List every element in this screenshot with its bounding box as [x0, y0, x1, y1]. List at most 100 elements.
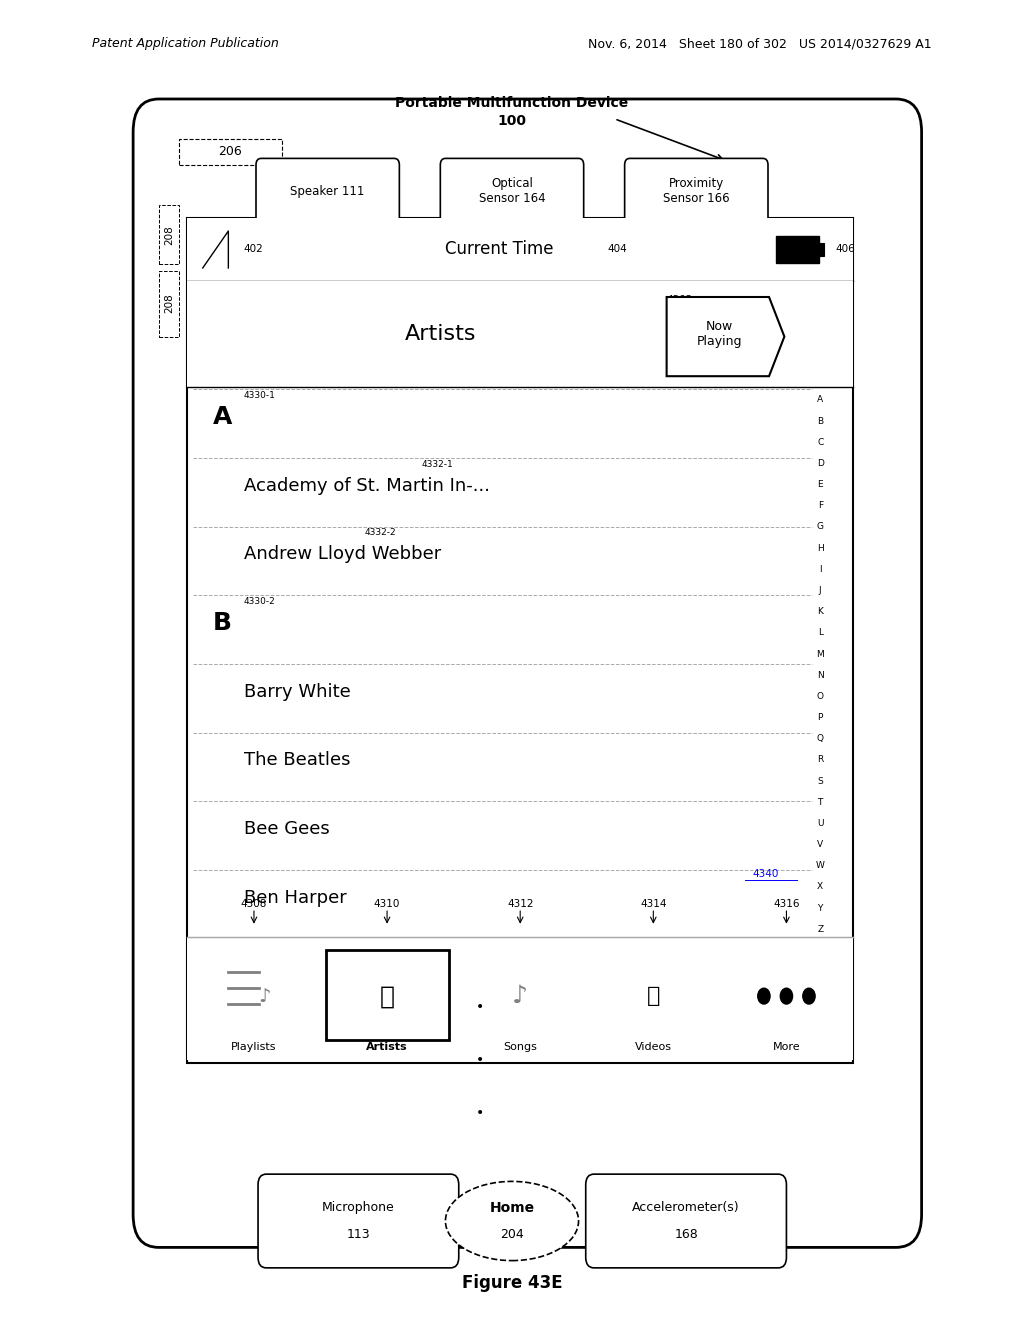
Text: Academy of St. Martin In-...: Academy of St. Martin In-... — [244, 477, 489, 495]
Text: The Beatles: The Beatles — [244, 751, 350, 770]
Text: Accelerometer(s): Accelerometer(s) — [632, 1201, 740, 1214]
Text: 4340: 4340 — [753, 869, 779, 879]
Text: Y: Y — [817, 904, 823, 912]
Text: H: H — [817, 544, 823, 553]
Text: Current Time: Current Time — [445, 240, 554, 259]
Text: R: R — [817, 755, 823, 764]
Text: B: B — [817, 417, 823, 425]
Text: Q: Q — [817, 734, 823, 743]
Text: 👤: 👤 — [380, 985, 394, 1008]
Text: E: E — [817, 480, 823, 490]
Text: Andrew Lloyd Webber: Andrew Lloyd Webber — [244, 545, 441, 564]
Text: S: S — [817, 776, 823, 785]
Text: 4310: 4310 — [374, 899, 400, 909]
FancyBboxPatch shape — [258, 1175, 459, 1267]
Text: O: O — [817, 692, 823, 701]
Text: K: K — [817, 607, 823, 616]
Text: Ben Harper: Ben Harper — [244, 888, 346, 907]
Text: V: V — [817, 840, 823, 849]
Text: Songs: Songs — [503, 1041, 538, 1052]
Text: More: More — [773, 1041, 800, 1052]
Circle shape — [758, 989, 770, 1005]
Text: 📺: 📺 — [646, 986, 660, 1006]
Circle shape — [780, 989, 793, 1005]
Text: 4332-1: 4332-1 — [422, 459, 454, 469]
Text: 4312: 4312 — [507, 899, 534, 909]
Text: D: D — [817, 459, 823, 469]
Bar — [326, 950, 449, 1040]
Text: I: I — [819, 565, 821, 574]
Text: 208: 208 — [164, 294, 174, 313]
Text: Home: Home — [489, 1201, 535, 1214]
Bar — [159, 205, 179, 264]
Text: 4330-1: 4330-1 — [244, 391, 275, 400]
Circle shape — [803, 989, 815, 1005]
Text: 4316: 4316 — [773, 899, 800, 909]
Bar — [187, 218, 853, 1063]
Text: J: J — [819, 586, 821, 595]
Text: ♪: ♪ — [512, 985, 528, 1008]
Text: Figure 43E: Figure 43E — [462, 1274, 562, 1292]
Text: Microphone: Microphone — [322, 1201, 395, 1214]
Text: 4314: 4314 — [640, 899, 667, 909]
Text: 4308: 4308 — [241, 899, 267, 909]
Text: 404: 404 — [607, 244, 627, 255]
Text: 206: 206 — [218, 145, 243, 158]
Text: C: C — [817, 438, 823, 446]
FancyBboxPatch shape — [625, 158, 768, 224]
FancyBboxPatch shape — [256, 158, 399, 224]
Text: B: B — [213, 611, 232, 635]
Text: •: • — [476, 1001, 484, 1014]
Text: Portable Multifunction Device: Portable Multifunction Device — [395, 96, 629, 110]
Text: Videos: Videos — [635, 1041, 672, 1052]
Text: 100: 100 — [498, 115, 526, 128]
Text: Patent Application Publication: Patent Application Publication — [92, 37, 279, 50]
Text: Bee Gees: Bee Gees — [244, 820, 330, 838]
Text: Speaker 111: Speaker 111 — [291, 185, 365, 198]
Bar — [179, 139, 282, 165]
Text: Nov. 6, 2014   Sheet 180 of 302   US 2014/0327629 A1: Nov. 6, 2014 Sheet 180 of 302 US 2014/03… — [588, 37, 932, 50]
Text: 204: 204 — [500, 1228, 524, 1241]
Text: Optical
Sensor 164: Optical Sensor 164 — [478, 177, 546, 206]
FancyBboxPatch shape — [440, 158, 584, 224]
Text: •: • — [476, 1053, 484, 1067]
FancyBboxPatch shape — [133, 99, 922, 1247]
Text: N: N — [817, 671, 823, 680]
Bar — [159, 271, 179, 337]
Text: G: G — [817, 523, 823, 532]
Bar — [776, 236, 819, 263]
Text: 402: 402 — [244, 244, 263, 255]
Bar — [819, 243, 824, 256]
Polygon shape — [667, 297, 784, 376]
Text: M: M — [816, 649, 824, 659]
Bar — [187, 281, 853, 387]
Text: F: F — [817, 502, 823, 511]
Text: 406: 406 — [836, 244, 855, 255]
Text: Playlists: Playlists — [231, 1041, 276, 1052]
Text: W: W — [816, 861, 824, 870]
Text: 4302: 4302 — [667, 296, 693, 305]
Text: 208: 208 — [164, 226, 174, 244]
Text: P: P — [817, 713, 823, 722]
Text: Z: Z — [817, 925, 823, 933]
Text: X: X — [817, 882, 823, 891]
Text: •: • — [476, 1106, 484, 1119]
Text: Proximity
Sensor 166: Proximity Sensor 166 — [663, 177, 730, 206]
Text: T: T — [817, 797, 823, 807]
Text: L: L — [818, 628, 822, 638]
Text: Artists: Artists — [404, 323, 476, 345]
Bar — [187, 937, 853, 1060]
Text: A: A — [213, 405, 232, 429]
Text: ♪: ♪ — [258, 986, 270, 1006]
Text: Artists: Artists — [367, 1041, 408, 1052]
Text: 113: 113 — [346, 1228, 371, 1241]
Text: 4332-2: 4332-2 — [365, 528, 396, 537]
Text: Now
Playing: Now Playing — [697, 319, 742, 348]
Ellipse shape — [445, 1181, 579, 1261]
Text: Barry White: Barry White — [244, 682, 350, 701]
Text: 4300E: 4300E — [187, 251, 222, 261]
Bar — [187, 218, 853, 281]
FancyBboxPatch shape — [586, 1175, 786, 1267]
Text: A: A — [817, 396, 823, 404]
Text: U: U — [817, 818, 823, 828]
